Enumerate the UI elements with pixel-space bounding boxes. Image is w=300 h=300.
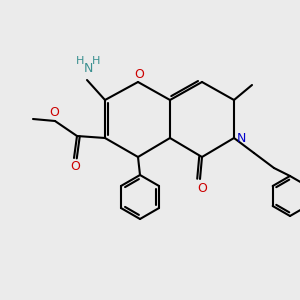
Text: O: O — [134, 68, 144, 80]
Text: N: N — [236, 131, 246, 145]
Text: N: N — [83, 61, 93, 74]
Text: O: O — [49, 106, 59, 119]
Text: O: O — [197, 182, 207, 194]
Text: O: O — [70, 160, 80, 173]
Text: H: H — [76, 56, 84, 66]
Text: H: H — [92, 56, 100, 66]
